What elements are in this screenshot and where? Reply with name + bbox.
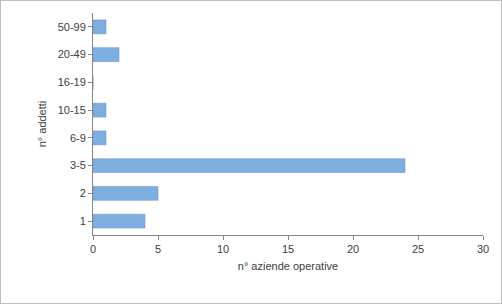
svg-text:n° addetti: n° addetti bbox=[36, 101, 48, 148]
svg-text:1: 1 bbox=[80, 215, 86, 227]
svg-text:20: 20 bbox=[347, 243, 359, 255]
svg-text:50-99: 50-99 bbox=[58, 21, 86, 33]
svg-text:n° aziende operative: n° aziende operative bbox=[238, 260, 338, 272]
svg-text:10: 10 bbox=[217, 243, 229, 255]
svg-text:10-15: 10-15 bbox=[58, 104, 86, 116]
svg-text:16-19: 16-19 bbox=[58, 76, 86, 88]
svg-text:0: 0 bbox=[90, 243, 96, 255]
svg-text:20-49: 20-49 bbox=[58, 48, 86, 60]
svg-text:6-9: 6-9 bbox=[70, 132, 86, 144]
svg-text:15: 15 bbox=[282, 243, 294, 255]
svg-text:3-5: 3-5 bbox=[70, 159, 86, 171]
svg-text:2: 2 bbox=[80, 187, 86, 199]
svg-text:30: 30 bbox=[477, 243, 489, 255]
svg-text:25: 25 bbox=[412, 243, 424, 255]
svg-text:5: 5 bbox=[155, 243, 161, 255]
